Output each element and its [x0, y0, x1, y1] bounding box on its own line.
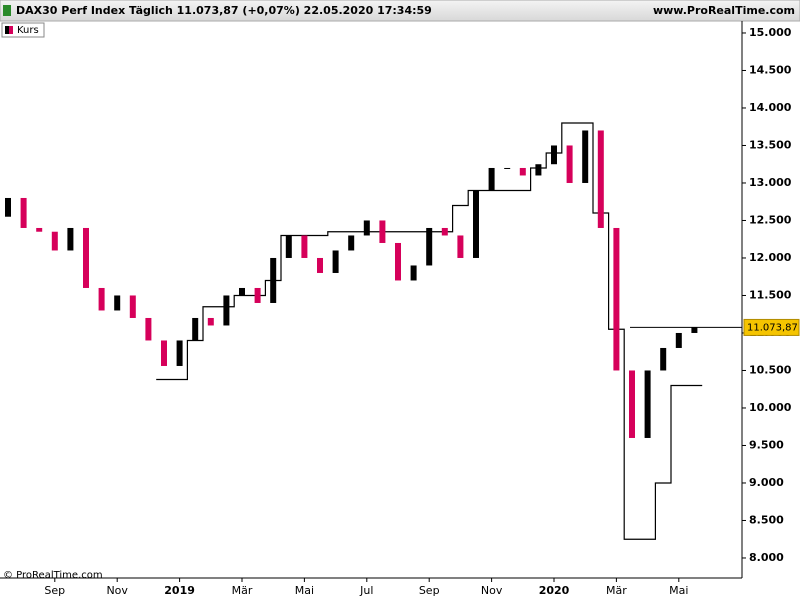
y-tick-label: 11.500	[749, 288, 792, 301]
candle	[551, 145, 557, 165]
candle	[83, 227, 89, 288]
candle	[566, 145, 573, 183]
y-tick-label: 9.500	[749, 438, 784, 451]
candle	[145, 317, 152, 341]
candle	[488, 167, 495, 191]
y-tick-label: 12.500	[749, 213, 792, 226]
candle	[223, 295, 230, 326]
candle	[410, 265, 417, 281]
candle	[332, 250, 339, 273]
y-tick-label: 10.000	[749, 401, 792, 414]
candle	[519, 167, 526, 176]
candle	[441, 227, 448, 236]
y-tick-label: 13.000	[749, 176, 792, 189]
candle	[207, 317, 214, 326]
candle	[317, 257, 323, 273]
chart-title: DAX30 Perf Index Täglich 11.073,87 (+0,0…	[16, 4, 432, 17]
x-tick-label: 2020	[539, 584, 570, 597]
y-tick-label: 10.500	[749, 363, 792, 376]
candle	[660, 347, 667, 371]
x-tick-label: 2019	[164, 584, 195, 597]
candle	[239, 287, 245, 296]
candle	[629, 370, 635, 438]
candle	[644, 370, 651, 438]
candle	[597, 130, 604, 228]
candle	[67, 227, 74, 251]
candle	[114, 295, 121, 311]
candle	[504, 167, 511, 169]
x-tick-label: Sep	[419, 584, 440, 597]
legend-label: Kurs	[17, 25, 39, 36]
candle	[36, 227, 43, 232]
x-tick-label: Mär	[232, 584, 253, 597]
candle	[129, 295, 136, 318]
y-tick-label: 12.000	[749, 251, 792, 264]
candle	[5, 197, 11, 217]
candle	[51, 231, 58, 251]
y-tick-label: 13.500	[749, 138, 792, 151]
candle	[98, 287, 105, 311]
y-tick-label: 8.500	[749, 513, 784, 526]
x-tick-label: Mai	[295, 584, 314, 597]
y-tick-label: 8.000	[749, 551, 784, 564]
candle	[363, 220, 370, 236]
candle	[395, 242, 401, 281]
candle	[613, 227, 620, 371]
x-tick-label: Mai	[669, 584, 688, 597]
candle	[379, 220, 386, 243]
candle	[457, 235, 464, 258]
x-tick-label: Nov	[106, 584, 128, 597]
candle	[254, 287, 261, 303]
candle	[675, 332, 682, 348]
y-tick-label: 14.000	[749, 101, 792, 114]
candle	[161, 340, 167, 366]
chart-icon	[3, 5, 11, 16]
copyright: © ProRealTime.com	[3, 570, 103, 581]
candle	[426, 227, 433, 266]
legend-swatch	[9, 26, 13, 34]
x-tick-label: Jul	[359, 584, 373, 597]
x-tick-label: Sep	[44, 584, 65, 597]
candle	[691, 327, 698, 333]
legend-swatch	[5, 26, 9, 34]
candle	[582, 130, 589, 183]
candle	[301, 235, 308, 258]
y-tick-label: 9.000	[749, 476, 784, 489]
source[interactable]: www.ProRealTime.com	[653, 4, 795, 17]
x-tick-label: Nov	[481, 584, 503, 597]
candle	[270, 257, 277, 303]
candle	[285, 235, 292, 258]
y-tick-label: 14.500	[749, 63, 792, 76]
candle	[20, 197, 27, 228]
last-price-box	[743, 318, 800, 336]
x-tick-label: Mär	[606, 584, 627, 597]
last-price-label: 11.073,87	[747, 322, 798, 333]
candle	[192, 317, 199, 341]
header-bar	[0, 0, 800, 22]
candle	[348, 235, 355, 251]
candle	[473, 190, 479, 258]
candle	[535, 164, 542, 176]
candle	[176, 340, 183, 366]
y-tick-label: 15.000	[749, 26, 792, 39]
